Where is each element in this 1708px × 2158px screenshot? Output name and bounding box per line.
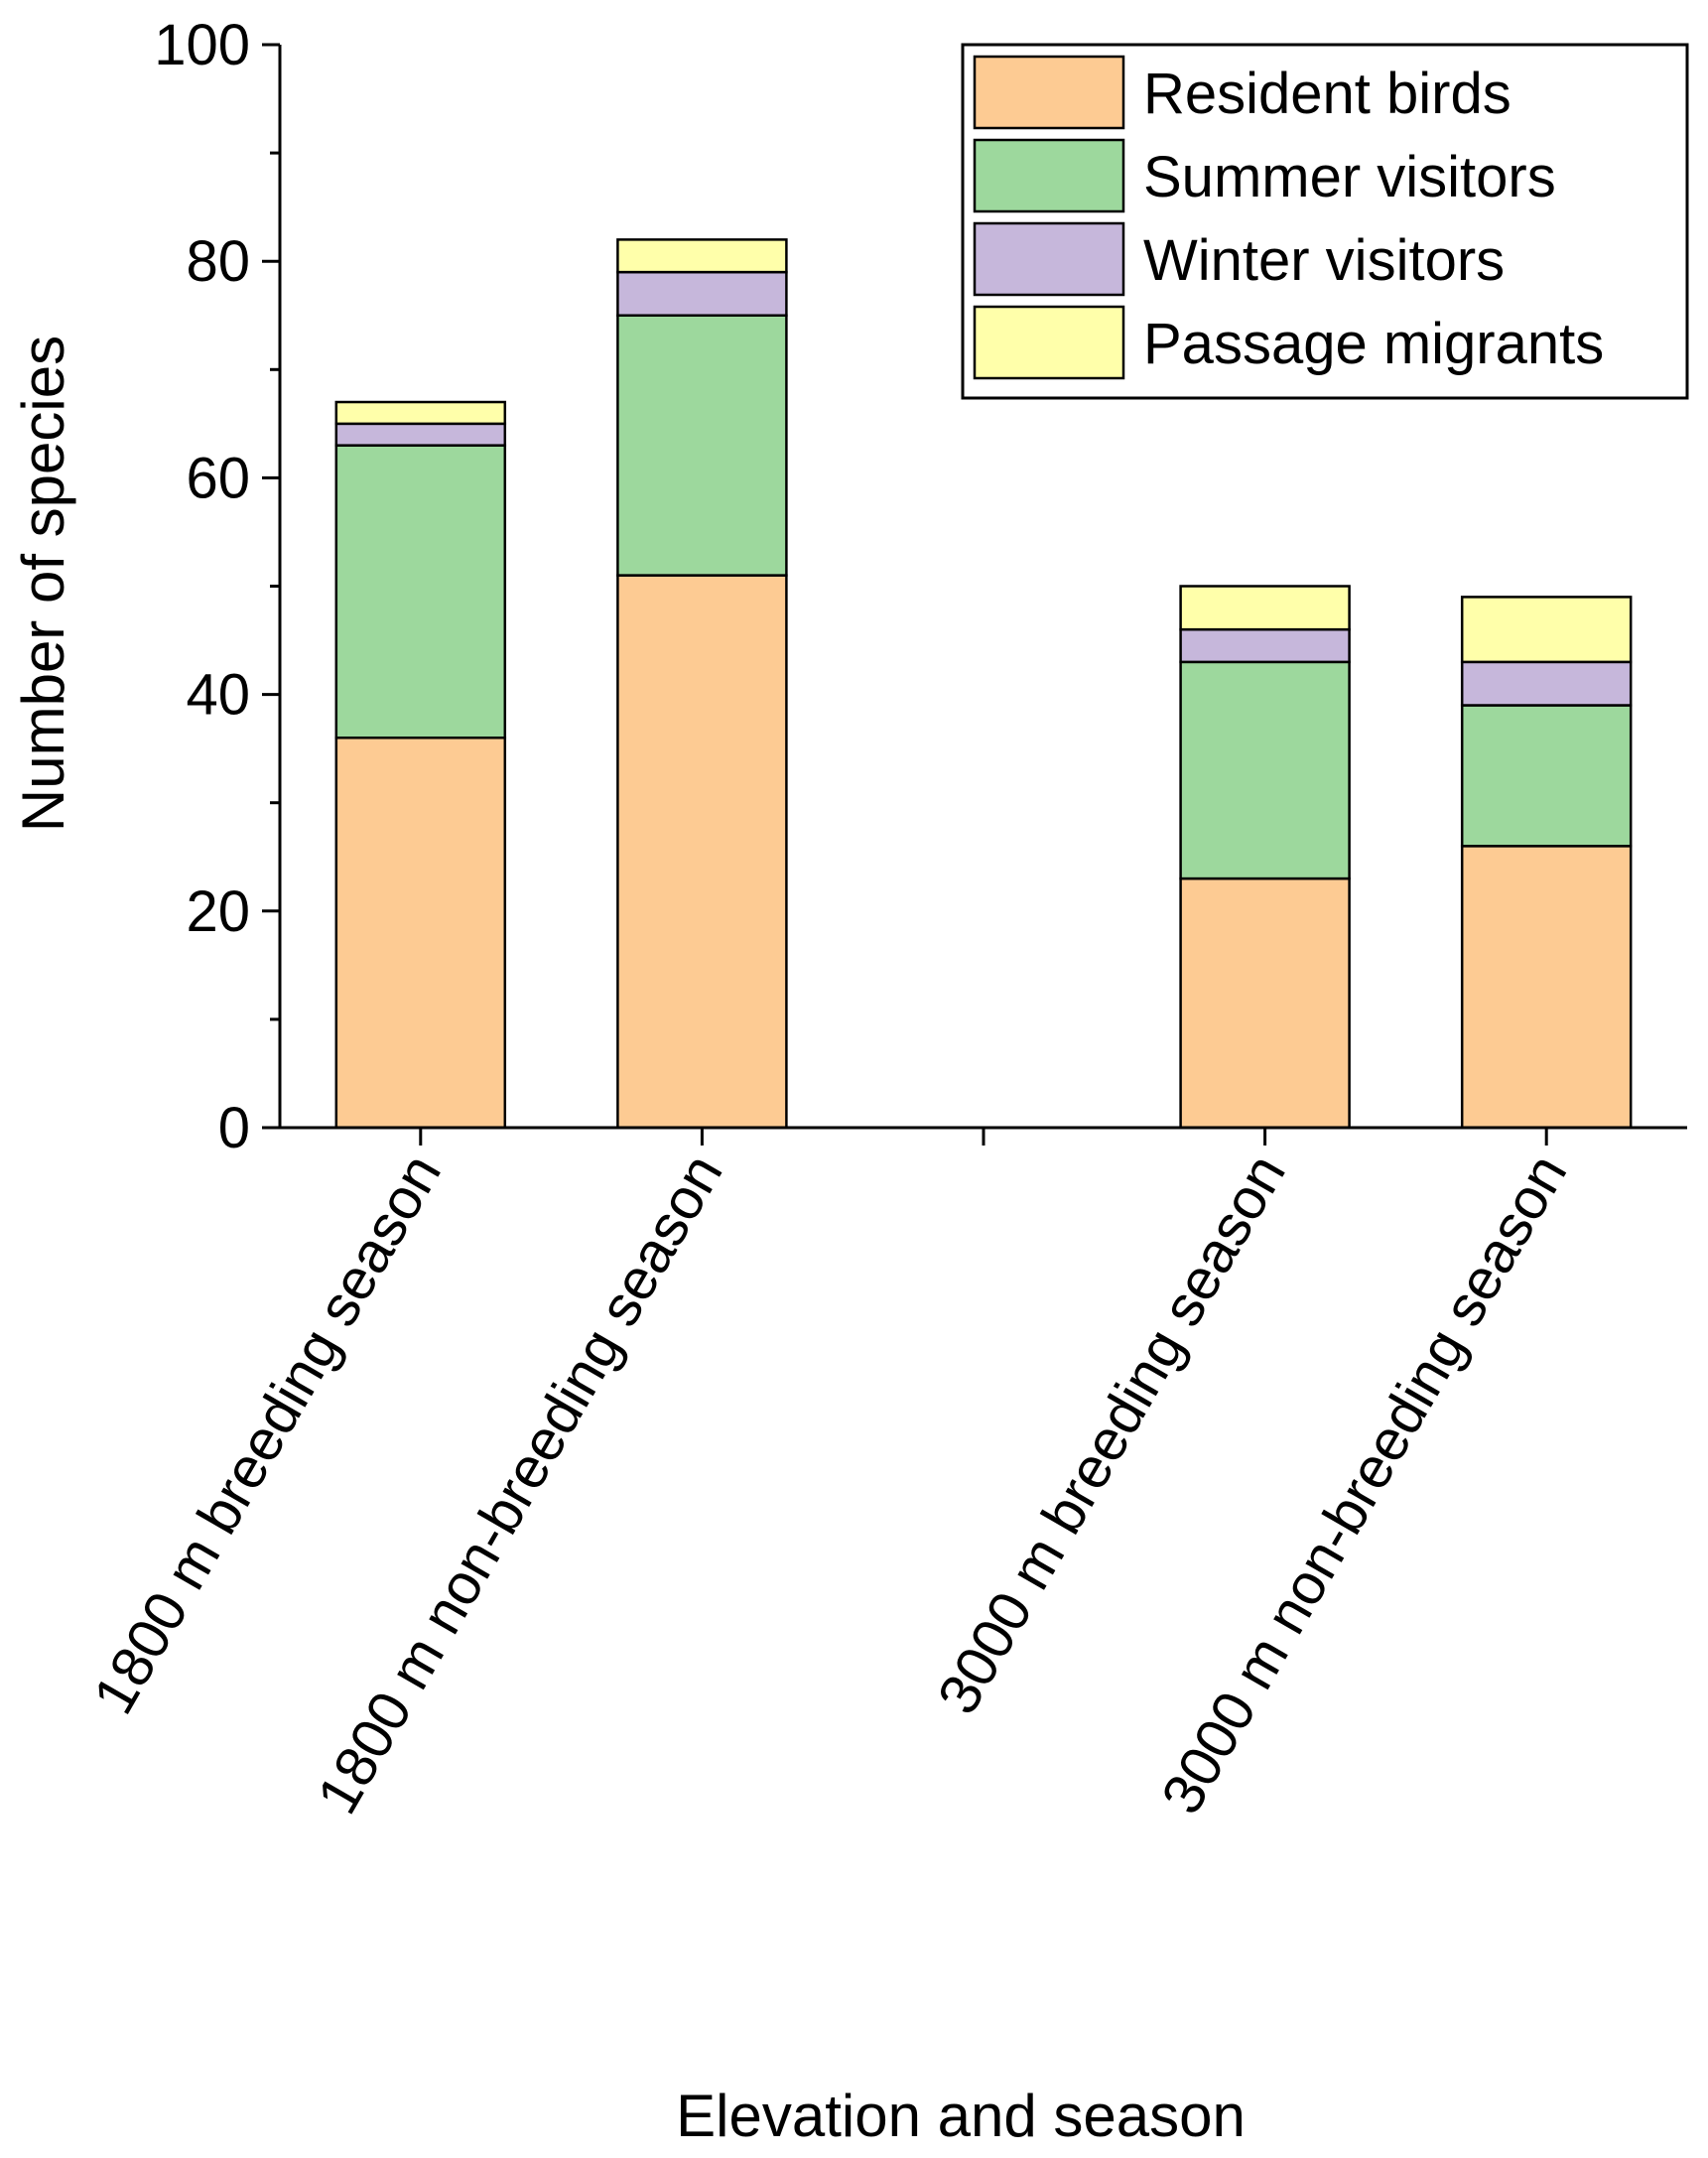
bar-segment-4-1 bbox=[1179, 877, 1351, 1130]
y-tick-label: 20 bbox=[186, 879, 250, 944]
bar-segment-2-1 bbox=[616, 574, 788, 1130]
bar-segment-4-3 bbox=[1179, 627, 1351, 664]
y-tick-label: 40 bbox=[186, 663, 250, 728]
bar-segment-1-1 bbox=[334, 736, 507, 1130]
bar-segment-2-4 bbox=[616, 238, 788, 274]
legend-label: Summer visitors bbox=[1143, 145, 1556, 209]
legend-label: Passage migrants bbox=[1143, 312, 1604, 376]
legend-swatch bbox=[973, 221, 1125, 297]
bar-segment-4-4 bbox=[1179, 585, 1351, 631]
bar-segment-1-3 bbox=[334, 422, 507, 447]
bars-layer bbox=[334, 238, 1633, 1130]
bar-segment-2-3 bbox=[616, 270, 788, 317]
bar-segment-1-2 bbox=[334, 444, 507, 740]
legend-label: Resident birds bbox=[1143, 62, 1511, 126]
y-tick-label: 60 bbox=[186, 446, 250, 510]
bar-segment-4-2 bbox=[1179, 660, 1351, 880]
bar-segment-5-3 bbox=[1460, 660, 1633, 707]
legend: Resident birds Summer visitors Winter visi… bbox=[961, 43, 1689, 400]
x-axis-title: Elevation and season bbox=[676, 2083, 1246, 2149]
y-tick-label: 80 bbox=[186, 229, 250, 294]
bar-segment-5-2 bbox=[1460, 704, 1633, 848]
bar-segment-5-4 bbox=[1460, 596, 1633, 664]
bar-segment-2-2 bbox=[616, 314, 788, 577]
bar-segment-5-1 bbox=[1460, 845, 1633, 1130]
bar-segment-1-4 bbox=[334, 400, 507, 426]
legend-label: Winter visitors bbox=[1143, 228, 1505, 293]
legend-swatch bbox=[973, 55, 1125, 130]
legend-swatch bbox=[973, 138, 1125, 213]
y-tick-label: 0 bbox=[218, 1096, 250, 1160]
y-axis-title: Number of species bbox=[10, 336, 76, 832]
legend-swatch bbox=[973, 305, 1125, 380]
y-tick-label: 100 bbox=[154, 13, 250, 77]
